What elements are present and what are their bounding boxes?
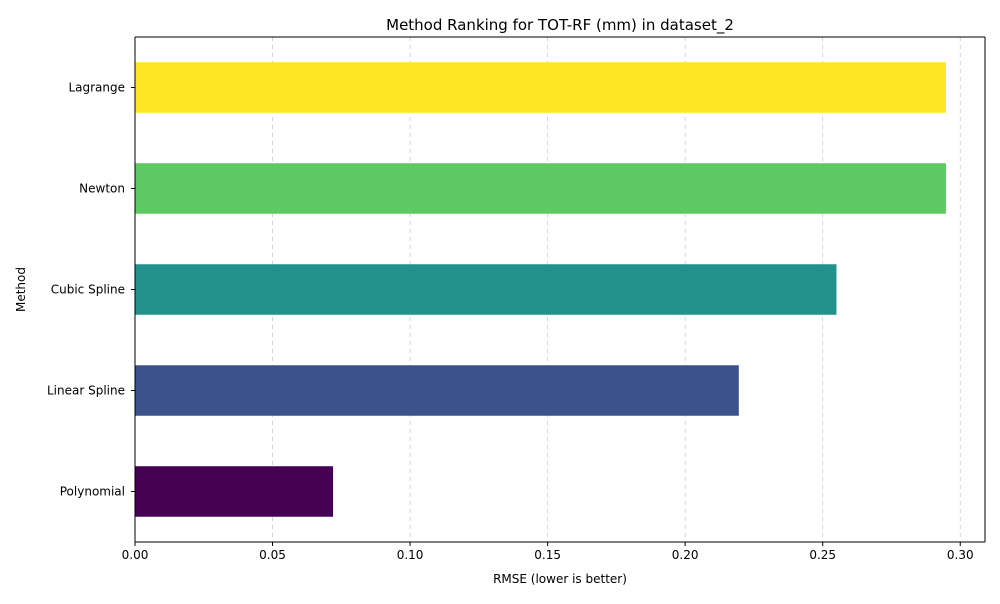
chart-title: Method Ranking for TOT-RF (mm) in datase…: [386, 16, 734, 35]
y-tick-label: Lagrange: [68, 81, 125, 95]
y-tick-label: Cubic Spline: [51, 283, 125, 297]
bar-lagrange: [135, 62, 946, 113]
y-tick-label: Polynomial: [60, 485, 125, 499]
axes: [134, 36, 986, 543]
x-tick-label: 0.25: [809, 548, 836, 562]
x-tick-label: 0.30: [947, 548, 974, 562]
bar-linear-spline: [135, 365, 739, 416]
y-axis-label: Method: [14, 267, 28, 312]
y-tick-label: Linear Spline: [47, 384, 125, 398]
y-ticks: Polynomial Linear Spline Cubic Spline Newto…: [47, 81, 135, 499]
bar-cubic-spline: [135, 264, 837, 315]
bar-newton: [135, 163, 946, 214]
y-tick-label: Newton: [79, 182, 125, 196]
x-tick-label: 0.00: [122, 548, 149, 562]
x-ticks: 0.00 0.05 0.10 0.15 0.20 0.25 0.30: [122, 542, 974, 562]
x-tick-label: 0.10: [397, 548, 424, 562]
x-tick-label: 0.15: [534, 548, 561, 562]
bars: [135, 62, 946, 517]
x-tick-label: 0.05: [259, 548, 286, 562]
bar-polynomial: [135, 466, 334, 517]
x-tick-label: 0.20: [672, 548, 699, 562]
x-axis-label: RMSE (lower is better): [493, 572, 627, 586]
